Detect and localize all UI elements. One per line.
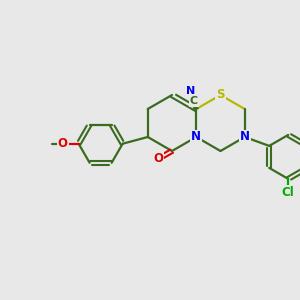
Text: N: N bbox=[240, 130, 250, 143]
Text: S: S bbox=[216, 88, 225, 101]
Text: O: O bbox=[153, 152, 163, 166]
Text: C: C bbox=[190, 96, 198, 106]
Text: N: N bbox=[186, 86, 195, 96]
Text: O: O bbox=[58, 137, 68, 150]
Text: N: N bbox=[191, 130, 201, 143]
Text: Cl: Cl bbox=[282, 186, 295, 200]
